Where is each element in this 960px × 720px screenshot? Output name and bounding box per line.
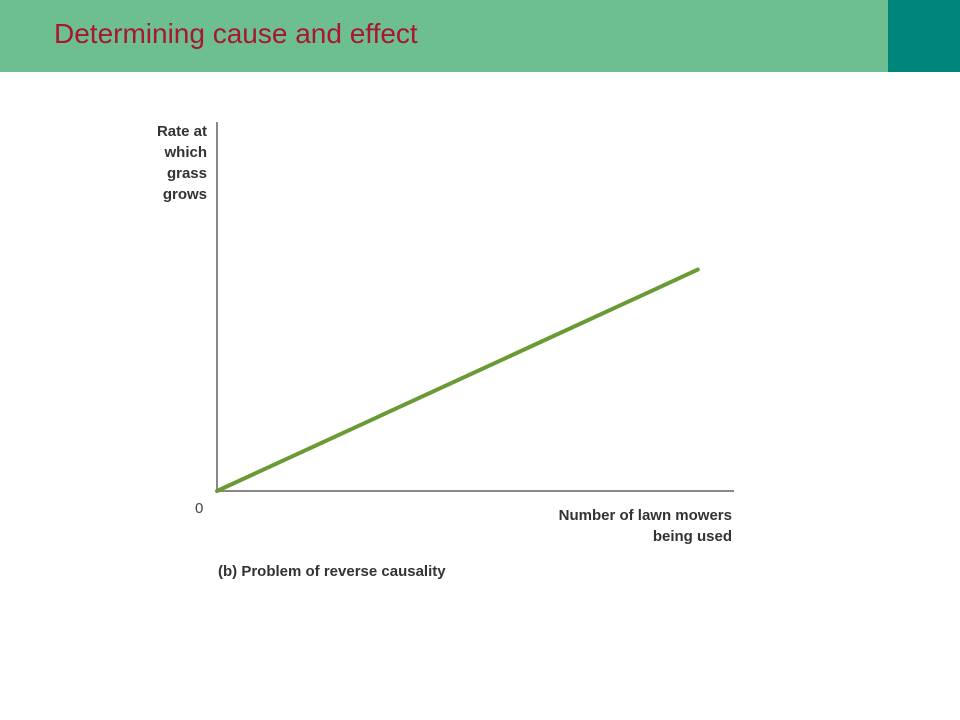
title-bar xyxy=(0,0,888,72)
origin-tick-label: 0 xyxy=(195,500,204,517)
chart-caption: (b) Problem of reverse causality xyxy=(218,563,446,580)
series-line-0 xyxy=(215,267,700,493)
x-axis-label: Number of lawn mowers being used xyxy=(558,507,732,545)
corner-accent-block xyxy=(888,0,960,72)
series-layer xyxy=(215,267,700,493)
y-axis-label: Rate at which grass grows xyxy=(156,123,207,203)
slide-title: Determining cause and effect xyxy=(54,18,418,49)
